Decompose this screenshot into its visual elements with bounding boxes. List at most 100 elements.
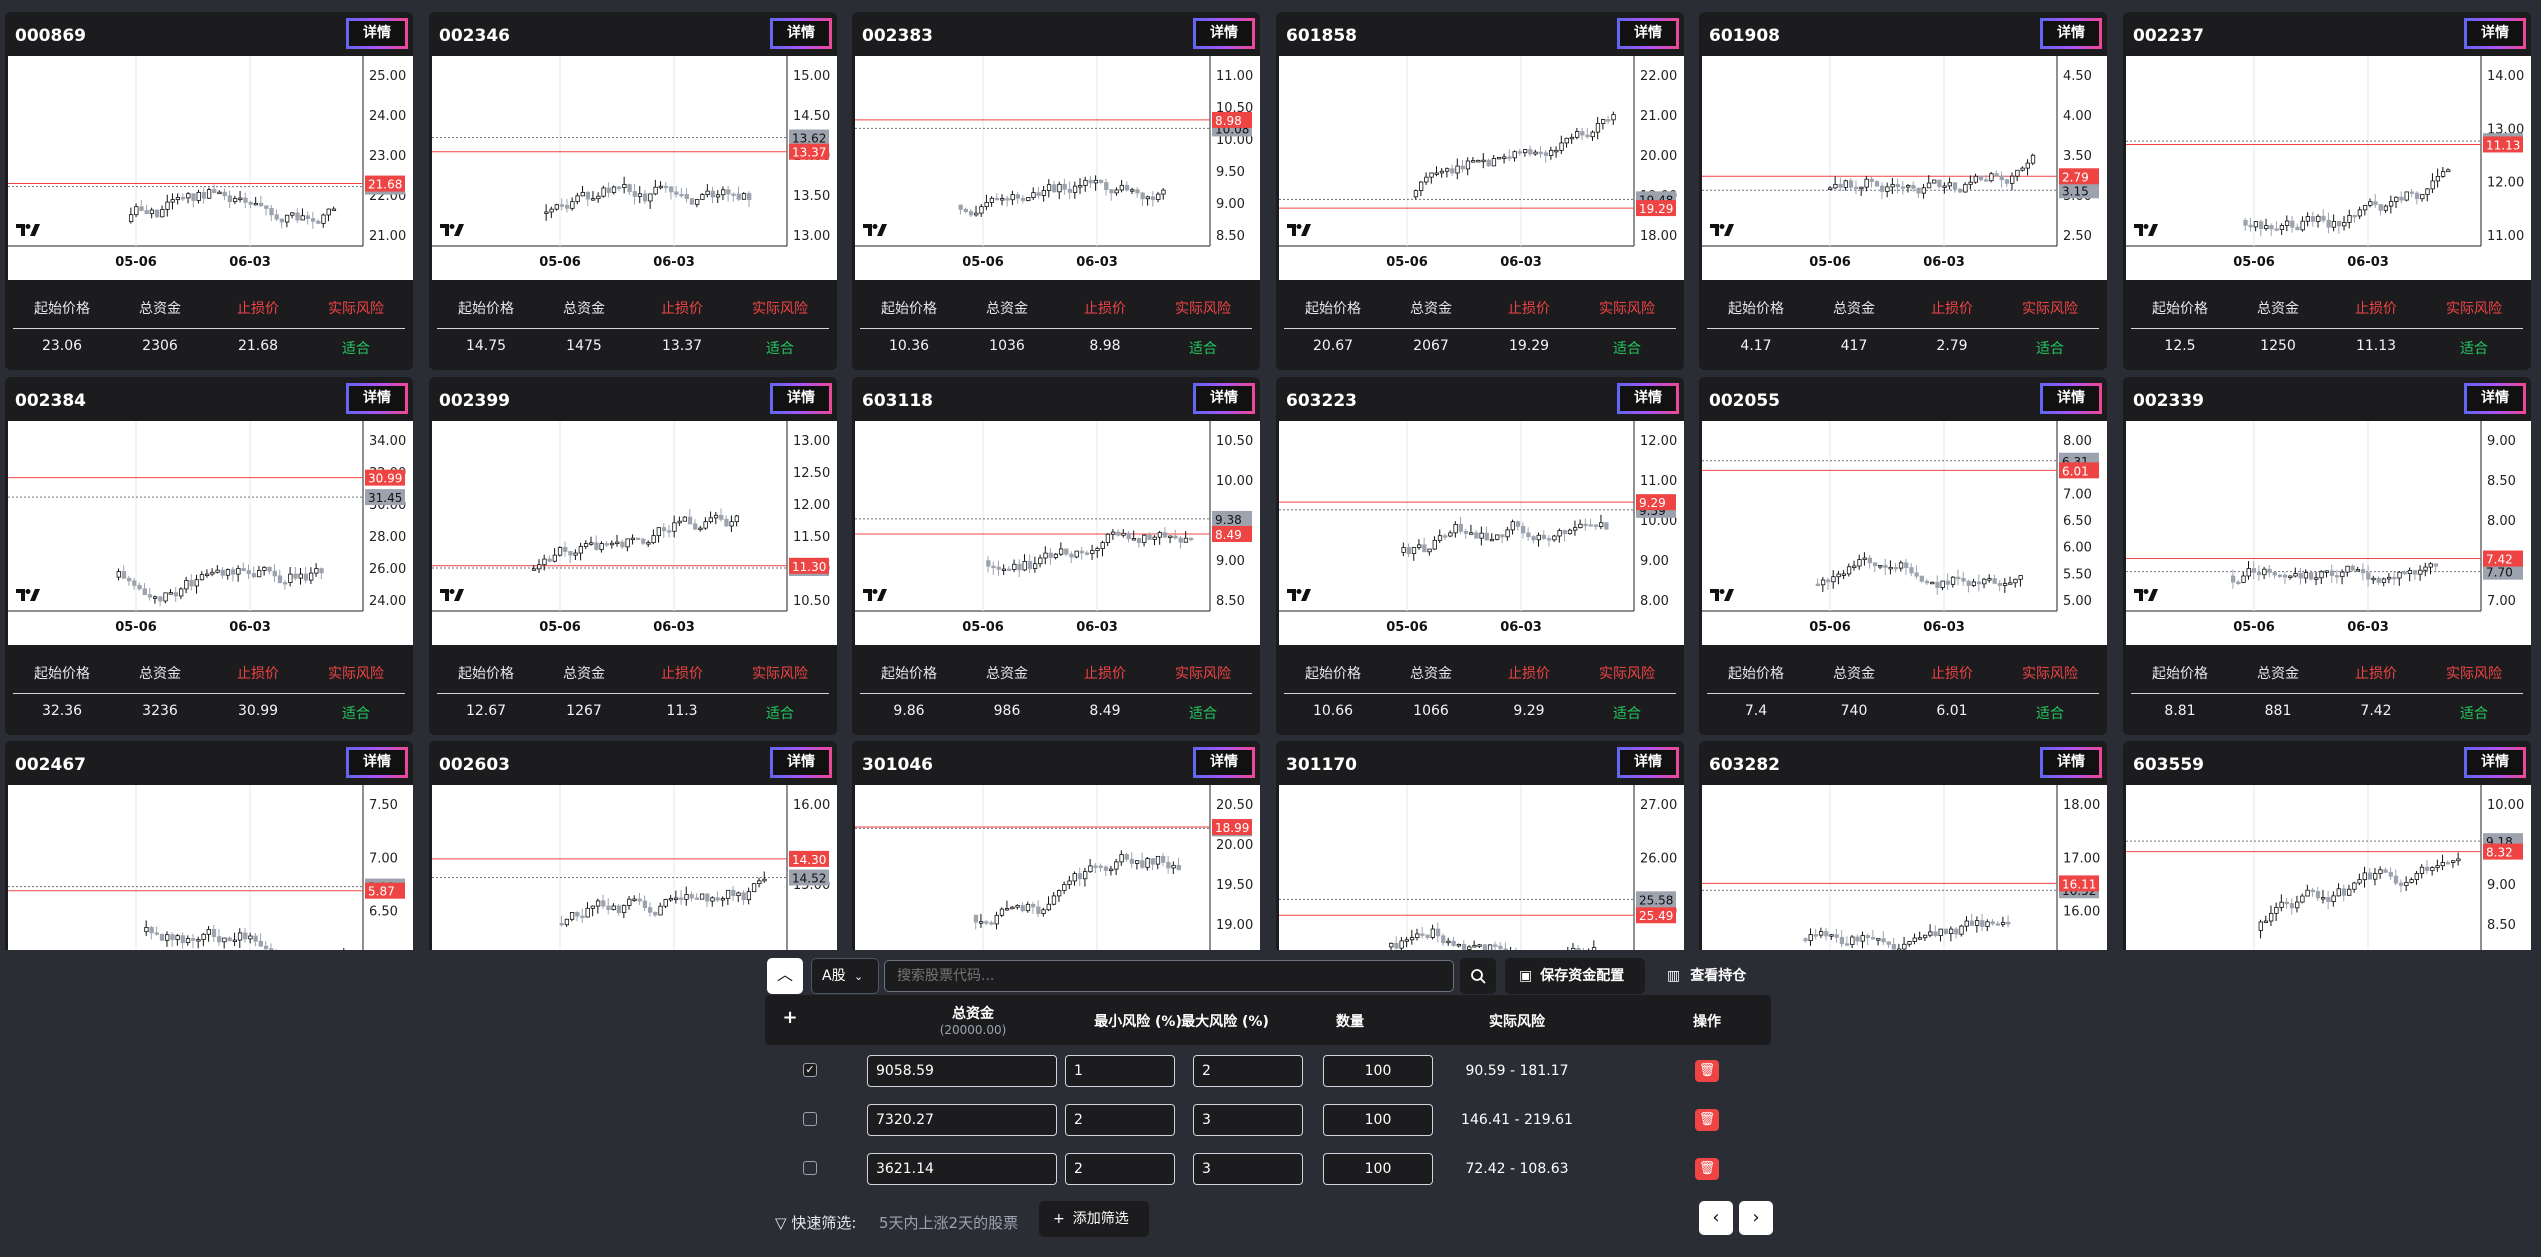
tradingview-logo-icon	[1287, 589, 1311, 601]
detail-button[interactable]: 详情	[1193, 18, 1255, 49]
detail-button[interactable]: 详情	[2040, 383, 2102, 414]
detail-button[interactable]: 详情	[2464, 383, 2526, 414]
price-tick-label: 20.00	[1640, 149, 1677, 164]
candlestick-chart[interactable]: 22.0021.0020.0019.0018.0019.4819.2905-06…	[1279, 56, 1684, 280]
detail-button[interactable]: 详情	[770, 18, 832, 49]
capital-input[interactable]: 7320.27	[867, 1104, 1057, 1136]
detail-button[interactable]: 详情	[770, 747, 832, 778]
add-filter-button[interactable]: + 添加筛选	[1039, 1201, 1149, 1237]
detail-button[interactable]: 详情	[346, 747, 408, 778]
min-risk-input[interactable]: 2	[1065, 1153, 1175, 1185]
market-select[interactable]: A股 ⌄	[811, 958, 879, 994]
candlestick-chart[interactable]: 10.009.509.008.508.009.188.32	[2126, 785, 2531, 950]
candle-body	[687, 516, 693, 525]
stats-values: 8.81 881 7.42 适合	[2131, 703, 2523, 723]
delete-row-button[interactable]: 🗑	[1695, 1060, 1719, 1082]
quantity-input[interactable]: 100	[1323, 1055, 1433, 1087]
actual-risk-range: 146.41 - 219.61	[1461, 1112, 1573, 1128]
candlestick-chart[interactable]: 11.00 10.50 10.00 9.50 9.00 8.50 10.08 8.98 05-0…	[855, 56, 1260, 280]
next-page-button[interactable]: ›	[1739, 1201, 1773, 1235]
candlestick-chart[interactable]: 13.0012.5012.0011.5011.0010.5012.5411.30…	[432, 421, 837, 645]
stats-divider	[1707, 328, 2099, 329]
max-risk-input[interactable]: 3	[1193, 1104, 1303, 1136]
candlestick-chart[interactable]: 15.0014.5014.0013.5013.0013.6213.3705-06…	[432, 56, 837, 280]
stop-price-tag-label: 5.87	[368, 885, 395, 899]
label-actual-risk: 实际风险	[2446, 301, 2502, 317]
min-risk-input[interactable]: 1	[1065, 1055, 1175, 1087]
stock-card: 000869详情25.0024.0023.0022.0021.0021.3321…	[5, 12, 413, 370]
quantity-input[interactable]: 100	[1323, 1153, 1433, 1185]
stop-price-tag: 25.49	[1636, 907, 1676, 924]
collapse-button[interactable]: ︿	[767, 958, 803, 994]
candlestick-chart[interactable]: 34.0032.0030.0028.0026.0024.0031.4530.99…	[8, 421, 413, 645]
candle-body	[1095, 548, 1100, 551]
capital-input[interactable]: 3621.14	[867, 1153, 1057, 1185]
detail-button[interactable]: 详情	[1193, 747, 1255, 778]
candle-body	[170, 934, 175, 940]
detail-button[interactable]: 详情	[2464, 18, 2526, 49]
candle-body	[1878, 565, 1883, 568]
plus-icon: +	[1053, 1211, 1065, 1227]
chevron-down-icon: ⌄	[854, 970, 864, 983]
candle-body	[206, 929, 211, 935]
candle-body	[1482, 944, 1487, 950]
stock-card: 603223 详情 12.00 11.00 10.00 9.00 8.00 9.59 9.29 0…	[1276, 377, 1684, 735]
detail-button[interactable]: 详情	[2464, 747, 2526, 778]
detail-button[interactable]: 详情	[1617, 18, 1679, 49]
candle-body	[673, 897, 679, 900]
capital-input[interactable]: 9058.59	[867, 1055, 1057, 1087]
detail-button[interactable]: 详情	[1617, 383, 1679, 414]
view-holdings-button[interactable]: ▥ 查看持仓	[1667, 968, 1747, 984]
search-button[interactable]	[1460, 958, 1496, 994]
candlestick-chart[interactable]: 25.0024.0023.0022.0021.0021.3321.6805-06…	[8, 56, 413, 280]
candle-body	[210, 571, 215, 575]
label-stop-loss: 止损价	[237, 301, 279, 317]
last-price-tag-label: 9.38	[1215, 513, 1242, 527]
stock-card-header: 603559 详情	[2123, 741, 2531, 785]
row-checkbox[interactable]	[803, 1112, 817, 1126]
price-tick-label: 26.00	[1640, 851, 1677, 866]
candle-body	[699, 893, 705, 900]
detail-button[interactable]: 详情	[770, 383, 832, 414]
min-risk-input[interactable]: 2	[1065, 1104, 1175, 1136]
save-capital-config-button[interactable]: ▣ 保存资金配置	[1505, 958, 1645, 994]
candlestick-chart[interactable]: 12.00 11.00 10.00 9.00 8.00 9.59 9.29 05-06 06-0…	[1279, 421, 1684, 645]
candle-body	[279, 218, 285, 223]
value-total-capital: 881	[2264, 703, 2292, 719]
detail-button[interactable]: 详情	[2040, 747, 2102, 778]
candlestick-chart[interactable]: 7.507.006.506.005.935.87	[8, 785, 413, 950]
detail-button[interactable]: 详情	[1617, 747, 1679, 778]
candle-body	[2428, 563, 2433, 568]
row-checkbox[interactable]	[803, 1161, 817, 1175]
prev-page-button[interactable]: ‹	[1699, 1201, 1733, 1235]
max-risk-input[interactable]: 3	[1193, 1153, 1303, 1185]
delete-row-button[interactable]: 🗑	[1695, 1158, 1719, 1180]
detail-button[interactable]: 详情	[346, 383, 408, 414]
quantity-input[interactable]: 100	[1323, 1104, 1433, 1136]
quick-filter-hint[interactable]: 5天内上涨2天的股票	[879, 1214, 1019, 1232]
candlestick-chart[interactable]: 8.007.507.006.506.005.505.006.316.0105-0…	[1702, 421, 2107, 645]
max-risk-input[interactable]: 2	[1193, 1055, 1303, 1087]
detail-button[interactable]: 详情	[346, 18, 408, 49]
stats-values: 12.5 1250 11.13 适合	[2131, 338, 2523, 358]
detail-button[interactable]: 详情	[1193, 383, 1255, 414]
add-row-button[interactable]: +	[782, 1007, 798, 1028]
detail-button[interactable]: 详情	[2040, 18, 2102, 49]
delete-row-button[interactable]: 🗑	[1695, 1109, 1719, 1131]
candle-body	[703, 521, 708, 529]
candle-body	[1058, 548, 1064, 555]
row-checkbox[interactable]: ✓	[803, 1063, 817, 1077]
candle-body	[575, 912, 580, 917]
date-label: 05-06	[962, 620, 1004, 635]
stock-search-input[interactable]	[884, 960, 1454, 992]
stop-price-tag-label: 19.29	[1639, 202, 1673, 216]
candle-body	[1145, 196, 1151, 200]
